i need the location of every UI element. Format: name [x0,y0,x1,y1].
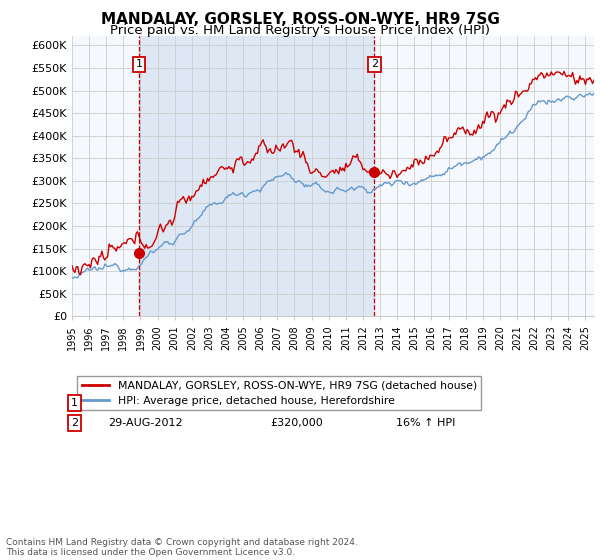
Text: 1: 1 [136,59,143,69]
Text: 16% ↑ HPI: 16% ↑ HPI [395,418,455,428]
Bar [139,36,374,316]
Text: £140,000: £140,000 [271,398,323,408]
Text: 1: 1 [71,398,78,408]
Text: Price paid vs. HM Land Registry's House Price Index (HPI): Price paid vs. HM Land Registry's House … [110,24,490,37]
Text: 29-AUG-2012: 29-AUG-2012 [109,418,183,428]
Text: 30% ↑ HPI: 30% ↑ HPI [395,398,455,408]
Text: 2: 2 [71,418,78,428]
Text: Contains HM Land Registry data © Crown copyright and database right 2024.
This d: Contains HM Land Registry data © Crown c… [6,538,358,557]
Text: £320,000: £320,000 [271,418,323,428]
Text: 2: 2 [371,59,378,69]
Text: 27-NOV-1998: 27-NOV-1998 [109,398,183,408]
Text: MANDALAY, GORSLEY, ROSS-ON-WYE, HR9 7SG: MANDALAY, GORSLEY, ROSS-ON-WYE, HR9 7SG [101,12,499,27]
Legend: MANDALAY, GORSLEY, ROSS-ON-WYE, HR9 7SG (detached house), HPI: Average price, de: MANDALAY, GORSLEY, ROSS-ON-WYE, HR9 7SG … [77,376,481,410]
